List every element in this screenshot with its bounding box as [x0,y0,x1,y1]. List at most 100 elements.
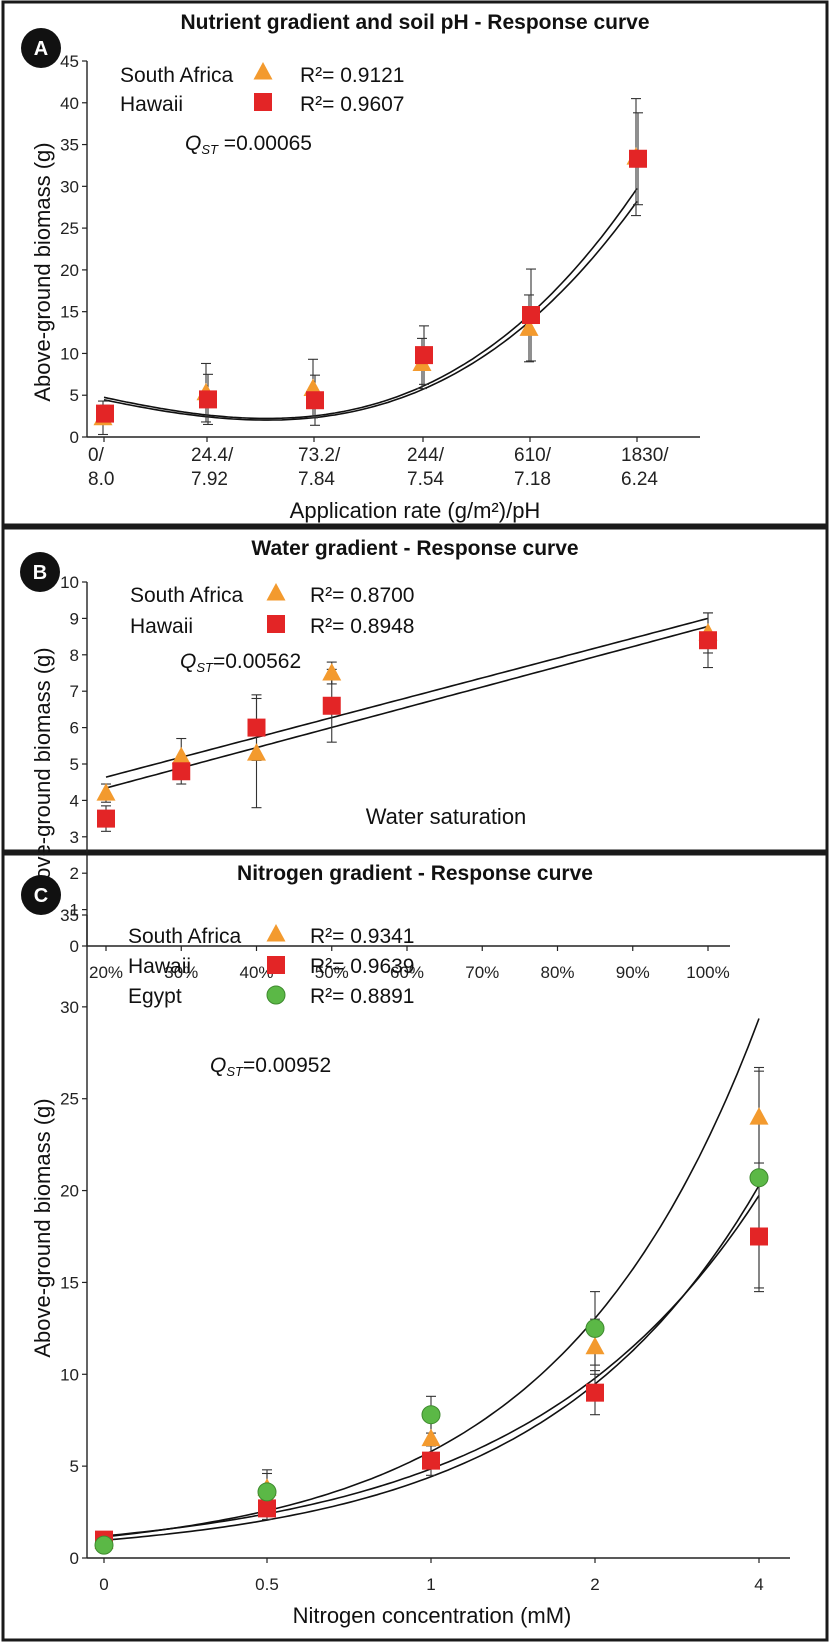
panel-b-fit-curve [105,617,709,778]
panel-b-ytick-label: 3 [70,828,79,847]
panel-b-qst-value: =0.00562 [213,650,301,673]
panel-c-fit-curve [103,1195,760,1537]
panel-c-south-africa-point [585,1336,605,1355]
panel-a: Nutrient gradient and soil pH - Response… [1,0,829,527]
panel-b-badge: B [20,552,60,592]
panel-a-legend-south-africa: South Africa [120,64,234,87]
panel-a-xtick-label: 1830/ [621,445,669,466]
panel-a-qst-q: Q [185,132,201,155]
panel-a-title: Nutrient gradient and soil pH - Response… [180,11,649,34]
panel-a-ytick-label: 30 [60,177,79,196]
panel-c-south-africa-point [749,1107,769,1125]
panel-b-xlabel: Water saturation [366,804,527,829]
panel-a-xtick-label: 24.4/ [191,445,234,466]
panel-a-fit-curve [103,187,638,420]
panel-c-badge: C [21,875,61,915]
panel-a-badge: A [21,28,61,68]
panel-a-hawaii-point [96,404,114,423]
panel-c-r2-hawaii: R²= 0.9639 [310,955,415,978]
panel-b-ylabel: Above-ground biomass (g) [30,647,55,906]
panel-a-xlabel: Application rate (g/m²)/pH [290,498,541,523]
panel-c-ytick-label: 10 [60,1365,79,1384]
panel-b-legend-south-africa-marker [266,583,286,601]
panel-a-ytick-label: 20 [60,261,79,280]
panel-c-ytick-label: 20 [60,1182,79,1201]
panel-b-xtick-label: 80% [540,963,574,982]
panel-a-xtick-label: 7.18 [514,469,551,490]
panel-b-ytick-label: 9 [70,609,79,628]
panel-b-ytick-label: 6 [70,719,79,738]
panel-a-hawaii-point [415,346,433,365]
panel-a-fit-curve [103,200,638,421]
panel-c-ytick-label: 0 [70,1549,79,1568]
panel-c-xtick-label: 2 [590,1575,599,1594]
panel-c-badge-letter: C [34,885,48,907]
panel-c-ytick-label: 35 [60,906,79,925]
panel-b-xtick-label: 100% [686,963,729,982]
panel-a-legend-hawaii-marker [254,93,272,111]
panel-c-xlabel: Nitrogen concentration (mM) [293,1603,572,1628]
panel-b-ytick-label: 4 [70,791,79,810]
panel-b: Water gradient - Response curve B Above-… [1,526,829,982]
panel-b-hawaii-point [172,762,191,781]
panel-c-legend-egypt: Egypt [128,985,182,1008]
panel-a-xtick-label: 0/ [88,445,105,466]
panel-a-xtick-label: 73.2/ [298,445,341,466]
panel-b-r2-hawaii: R²= 0.8948 [310,615,415,638]
panel-a-hawaii-point [629,149,647,168]
panel-a-ytick-label: 15 [60,303,79,322]
panel-a-hawaii-point [522,306,540,325]
panel-a-xtick-label: 8.0 [88,469,114,490]
panel-b-ytick-label: 7 [70,682,79,701]
panel-b-ytick-label: 5 [70,755,79,774]
panel-b-xtick-label: 60% [390,963,424,982]
panel-b-ytick-label: 8 [70,646,79,665]
panel-b-ytick-label: 10 [60,573,79,592]
panel-a-ytick-label: 25 [60,219,79,238]
panel-a-qst: QST =0.00065 [185,132,312,157]
panel-b-fit-curve [105,625,709,789]
panel-a-badge-letter: A [34,38,48,60]
panel-b-xtick-label: 20% [89,963,123,982]
panel-a-ytick-label: 10 [60,344,79,363]
panel-c-legend-hawaii: Hawaii [128,955,191,978]
panel-a-xtick-label: 7.92 [191,469,228,490]
panel-a-xtick-label: 7.84 [298,469,335,490]
panel-a-ylabel: Above-ground biomass (g) [30,142,55,401]
panel-c-qst-sub: ST [226,1064,244,1079]
panel-b-r2-south-africa: R²= 0.8700 [310,584,415,607]
panel-b-legend-hawaii-marker [267,615,285,633]
panel-c-legend-hawaii-marker [267,956,285,974]
panel-a-ytick-label: 5 [70,386,79,405]
panel-a-hawaii-point [306,391,324,410]
panel-c-xtick-label: 1 [426,1575,435,1594]
panel-b-hawaii-point [97,809,115,828]
panel-b-ytick-label: 2 [70,864,79,883]
panel-c-fit-curve [103,1185,760,1541]
panel-c-ytick-label: 5 [70,1457,79,1476]
panel-b-hawaii-point [699,631,717,650]
panel-c-ytick-label: 25 [60,1090,79,1109]
panel-c-legend-south-africa: South Africa [128,925,242,948]
panel-c-legend-markers [266,924,286,1005]
panel-b-xtick-label: 70% [465,963,499,982]
panel-b-legend-south-africa: South Africa [130,584,244,607]
panel-b-xtick-label: 40% [239,963,273,982]
panel-c-frame [1,852,829,1642]
panel-a-ytick-label: 40 [60,94,79,113]
panel-a-hawaii-point [199,390,217,409]
panel-c-egypt-point [257,1482,277,1502]
panel-c-title: Nitrogen gradient - Response curve [237,862,593,885]
panel-b-qst: QST=0.00562 [180,650,301,675]
panel-c-legend-south-africa-marker [266,924,286,942]
panel-a-legend-hawaii: Hawaii [120,93,183,116]
panel-c-ylabel: Above-ground biomass (g) [30,1098,55,1357]
panel-c-qst: QST=0.00952 [210,1054,331,1079]
panel-c-qst-value: =0.00952 [243,1054,331,1077]
panel-c-egypt-point [749,1168,769,1188]
panel-b-xtick-label: 50% [315,963,349,982]
panel-b-badge-letter: B [33,562,47,584]
panel-a-plot: 0 5 10 15 20 25 30 35 40 45 0/8.0 24.4/7.92 73.2/7.8… [60,52,700,490]
panel-c-xtick-label: 0.5 [255,1575,279,1594]
